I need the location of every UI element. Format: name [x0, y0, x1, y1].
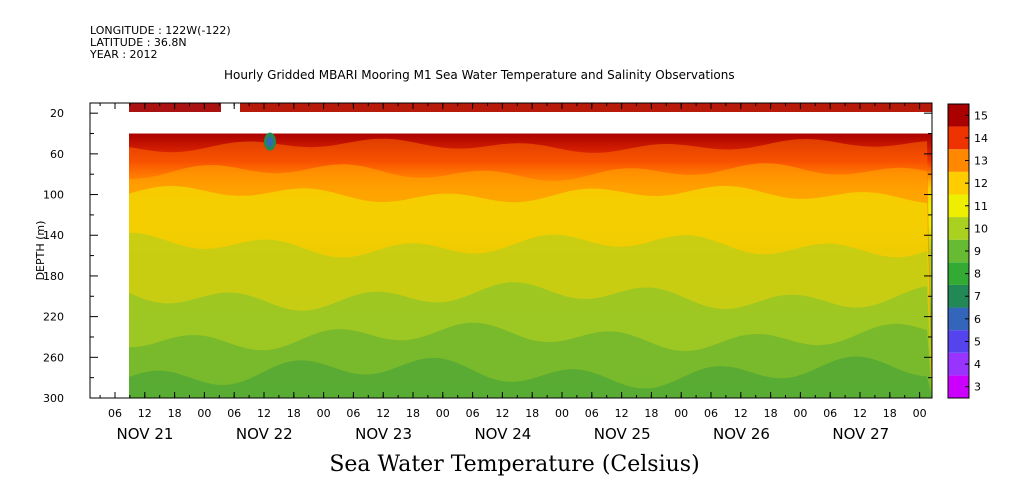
x-hour-label: 00 — [555, 407, 569, 420]
x-hour-label: 12 — [615, 407, 629, 420]
x-hour-label: 06 — [704, 407, 718, 420]
axes: 20 60 100 140 180 220 260 300 DEPTH (m) 06 12 18 00 0… — [34, 102, 933, 443]
colorbar-segment — [948, 284, 969, 308]
year-label: YEAR : 2012 — [90, 48, 158, 61]
x-hour-label: 12 — [138, 407, 152, 420]
x-hour-label: 18 — [764, 407, 778, 420]
x-day-label: NOV 27 — [832, 425, 889, 443]
x-hour-label: 00 — [317, 407, 331, 420]
colorbar-segment — [948, 307, 969, 331]
chart-title: Hourly Gridded MBARI Mooring M1 Sea Wate… — [224, 68, 735, 82]
y-tick-label: 140 — [43, 229, 64, 242]
x-hour-label: 18 — [287, 407, 301, 420]
y-tick-label: 220 — [43, 311, 64, 324]
colorbar-segment — [948, 104, 969, 127]
x-hour-label: 18 — [525, 407, 539, 420]
colorbar-label: 4 — [974, 358, 981, 371]
colorbar-label: 9 — [974, 245, 981, 258]
x-hour-label: 12 — [376, 407, 390, 420]
colorbar-segment — [948, 171, 969, 195]
x-hour-label: 00 — [197, 407, 211, 420]
plot-area — [129, 103, 932, 398]
colorbar-label: 13 — [974, 155, 988, 168]
colorbar-segment — [948, 330, 969, 353]
colorbar-label: 12 — [974, 177, 988, 190]
x-hour-label: 18 — [168, 407, 182, 420]
x-hour-label: 06 — [346, 407, 360, 420]
x-hour-label: 06 — [585, 407, 599, 420]
colorbar-segment — [948, 217, 969, 240]
colorbar-label: 11 — [974, 200, 988, 213]
x-day-label: NOV 23 — [355, 425, 412, 443]
contour-band — [129, 356, 932, 398]
x-hour-label: 00 — [793, 407, 807, 420]
y-tick-label: 60 — [50, 148, 64, 161]
x-hour-label: 06 — [823, 407, 837, 420]
cold-anomaly-core — [267, 136, 273, 147]
x-hour-label: 18 — [406, 407, 420, 420]
x-hour-label: 18 — [883, 407, 897, 420]
colorbar-segment — [948, 194, 969, 218]
colorbar-label: 14 — [974, 132, 988, 145]
x-hour-label: 12 — [734, 407, 748, 420]
colorbar-segment — [948, 126, 969, 150]
plot-frame — [89, 102, 933, 399]
colorbar-label: 3 — [974, 381, 981, 394]
surface-band-2 — [240, 103, 932, 112]
y-tick-label: 20 — [50, 107, 64, 120]
x-day-label: NOV 21 — [117, 425, 174, 443]
x-hour-label: 12 — [853, 407, 867, 420]
longitude-label: LONGITUDE : 122W(-122) — [90, 24, 231, 37]
y-tick-label: 100 — [43, 189, 64, 202]
colorbar-segment — [948, 375, 969, 398]
x-day-label: NOV 26 — [713, 425, 770, 443]
colorbar-label: 6 — [974, 313, 981, 326]
colorbar-label: 10 — [974, 222, 988, 235]
colorbar-label: 8 — [974, 268, 981, 281]
x-day-label: NOV 24 — [474, 425, 531, 443]
colorbar-label: 15 — [974, 109, 988, 122]
x-hour-label: 00 — [674, 407, 688, 420]
y-tick-label: 300 — [43, 392, 64, 405]
x-hour-label: 00 — [913, 407, 927, 420]
colorbar-segment — [948, 239, 969, 263]
x-day-label: NOV 22 — [236, 425, 293, 443]
x-hour-label: 06 — [227, 407, 241, 420]
colorbar-title: Sea Water Temperature (Celsius) — [329, 452, 700, 477]
colorbar-label: 7 — [974, 290, 981, 303]
latitude-label: LATITUDE : 36.8N — [90, 36, 187, 49]
y-axis-label: DEPTH (m) — [34, 221, 47, 281]
x-day-label: NOV 25 — [594, 425, 651, 443]
x-hour-label: 18 — [644, 407, 658, 420]
colorbar-label: 5 — [974, 335, 981, 348]
x-hour-label: 06 — [466, 407, 480, 420]
colorbar-segment — [948, 352, 969, 376]
colorbar-segment — [948, 149, 969, 172]
x-hour-label: 12 — [257, 407, 271, 420]
y-tick-label: 180 — [43, 270, 64, 283]
x-hour-label: 00 — [436, 407, 450, 420]
x-hour-label: 06 — [108, 407, 122, 420]
x-hour-label: 12 — [495, 407, 509, 420]
colorbar: 3 4 5 6 7 8 9 10 11 12 13 14 15 — [947, 103, 988, 399]
colorbar-segment — [948, 262, 969, 285]
y-tick-label: 260 — [43, 351, 64, 364]
